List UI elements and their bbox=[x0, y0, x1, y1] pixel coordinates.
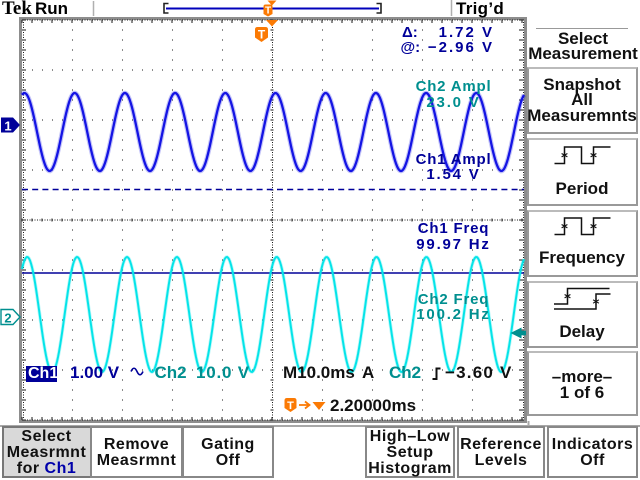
svg-text:T: T bbox=[287, 400, 294, 412]
svg-text:T: T bbox=[258, 28, 266, 42]
svg-text:2: 2 bbox=[4, 311, 11, 326]
svg-text:1: 1 bbox=[4, 119, 11, 134]
svg-text:T: T bbox=[265, 6, 271, 17]
